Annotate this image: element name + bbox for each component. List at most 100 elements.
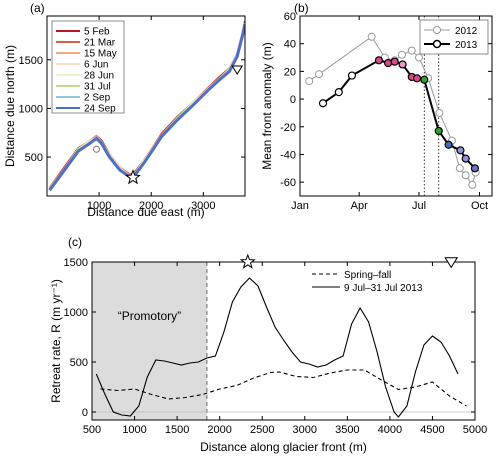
series-2012-point	[461, 171, 470, 180]
series-2013-point	[456, 146, 465, 155]
panel-a-ytick-label: 500	[25, 152, 43, 164]
circle-marker	[93, 145, 100, 153]
series-2012-point	[407, 46, 416, 55]
star-marker	[239, 253, 256, 269]
panel-a-ytick-label: 1000	[19, 103, 43, 115]
panel-b: Jan Apr Jul Oct -60 -40 -20 0 20 40 60(b) Mean fron…	[260, 1, 493, 212]
panel-b-xtick-label: Apr	[351, 200, 368, 212]
panel-a-ytick-label: 1500	[19, 55, 43, 67]
series-2012-point	[367, 32, 376, 41]
series-2013-point	[347, 71, 357, 80]
series-2012-point	[305, 77, 314, 86]
panel-b-ylabel: Mean front anomaly (m)	[260, 42, 274, 169]
series-2013-point	[434, 126, 443, 136]
panel-c-ylabel: Retreat rate, R (m yr⁻¹)	[49, 279, 63, 403]
panel-c-xtick-label: 3000	[293, 424, 317, 436]
spring-fall-line	[100, 369, 467, 407]
panel-a-plot	[48, 20, 245, 192]
panel-a-xtick-label: 1000	[87, 200, 111, 212]
series-2013-point	[390, 57, 399, 66]
legend-label: 2 Sep	[84, 93, 111, 104]
legend-box	[419, 19, 489, 55]
panel-a-xtick-label: 3000	[191, 200, 215, 212]
legend-label: 24 Sep	[84, 104, 116, 115]
panel-c-ytick-label: 1500	[64, 257, 88, 269]
panel-a-ylabel: Distance due north (m)	[3, 45, 17, 167]
legend-label: 15 May	[84, 49, 117, 60]
panel-c: “Promotory” 500 1000 1500 2000 2500 3000 3500 40…	[49, 235, 487, 454]
series-2013-line	[322, 59, 476, 169]
panel-b-ytick-label: 40	[284, 39, 296, 51]
panel-a-xlabel: Distance due east (m)	[87, 205, 204, 219]
star-marker	[124, 169, 141, 185]
panel-c-xtick-label: 4500	[420, 424, 444, 436]
panel-c-xlabel: Distance along glacier front (m)	[200, 440, 367, 454]
legend-label: 28 Jun	[84, 71, 114, 82]
series-2013-point	[374, 56, 384, 65]
panel-b-legend: 2012 2013	[419, 19, 489, 55]
series-2013-point	[384, 58, 393, 68]
legend-label: 5 Feb	[84, 27, 110, 38]
panel-b-xtick-label: Jul	[412, 200, 426, 212]
panel-c-xtick-label: 4000	[378, 424, 402, 436]
panel-c-ytick-label: 1000	[64, 307, 88, 319]
panel-b-ytick-label: 60	[284, 11, 296, 23]
series-2013-point	[470, 164, 480, 173]
legend-label: 2012	[455, 26, 478, 37]
panel-b-frame	[299, 15, 493, 197]
panel-c-xtick-label: 1000	[122, 424, 146, 436]
panel-c-frame	[91, 261, 476, 421]
panel-c-xtick-label: 2500	[250, 424, 274, 436]
series-2013-point	[461, 154, 470, 163]
panel-c-xtick-label: 500	[83, 424, 101, 436]
panel-b-ytick-label: 0	[290, 94, 296, 106]
panel-c-ytick-label: 500	[70, 357, 88, 369]
panel-a-label: (a)	[30, 1, 45, 15]
panel-b-ytick-label: -20	[280, 122, 296, 134]
promontory-label: “Promotory”	[118, 309, 181, 323]
panel-b-ytick-label: -40	[280, 149, 296, 161]
legend-marker	[433, 26, 441, 34]
triangle-marker	[444, 257, 459, 269]
panel-c-xtick-label: 5000	[463, 424, 487, 436]
series-2012-point	[315, 70, 324, 79]
series-2012-point	[468, 180, 477, 189]
panel-a: 1000 2000 3000 500 1000 1500 (a) Distance due e…	[3, 1, 246, 219]
panel-c-xtick-label: 2000	[207, 424, 231, 436]
panel-a-xtick-label: 2000	[139, 200, 163, 212]
series-2012-point	[397, 50, 406, 59]
series-2013-point	[334, 88, 343, 97]
triangle-marker	[231, 65, 244, 75]
legend-label: 9 Jul–31 Jul 2013	[344, 283, 423, 294]
panel-c-label: (c)	[68, 235, 82, 249]
legend-marker	[432, 39, 442, 49]
panel-b-xtick-label: Jan	[291, 200, 309, 212]
panel-a-frame	[46, 15, 246, 197]
legend-label: 2013	[455, 40, 478, 51]
panel-b-ytick-label: 20	[284, 66, 296, 78]
series-2013-point	[420, 75, 429, 84]
legend-label: 21 Mar	[84, 38, 116, 49]
series-2013-point	[412, 74, 422, 83]
legend-label: Spring–fall	[344, 270, 391, 281]
panel-c-xtick-label: 1500	[165, 424, 189, 436]
series-2013-point	[444, 140, 453, 149]
series-2012-point	[435, 108, 444, 117]
series-2013-point	[398, 60, 407, 69]
series-2012-point	[415, 53, 424, 62]
series-2012-point	[455, 164, 464, 173]
front-line	[48, 23, 245, 192]
promontory-region	[92, 262, 207, 420]
legend-label: 6 Jun	[84, 60, 108, 71]
panel-b-xtick-label: Oct	[471, 200, 488, 212]
series-2013-point	[318, 99, 328, 108]
panel-c-xtick-label: 3500	[335, 424, 359, 436]
legend-label: 31 Jul	[84, 82, 111, 93]
jul-2013-line	[95, 277, 459, 418]
panel-c-ytick-label: 0	[82, 407, 88, 419]
panel-c-legend: Spring–fall 9 Jul–31 Jul 2013	[312, 270, 423, 294]
panel-b-label: (b)	[294, 1, 309, 15]
panel-b-ytick-label: -60	[280, 177, 296, 189]
